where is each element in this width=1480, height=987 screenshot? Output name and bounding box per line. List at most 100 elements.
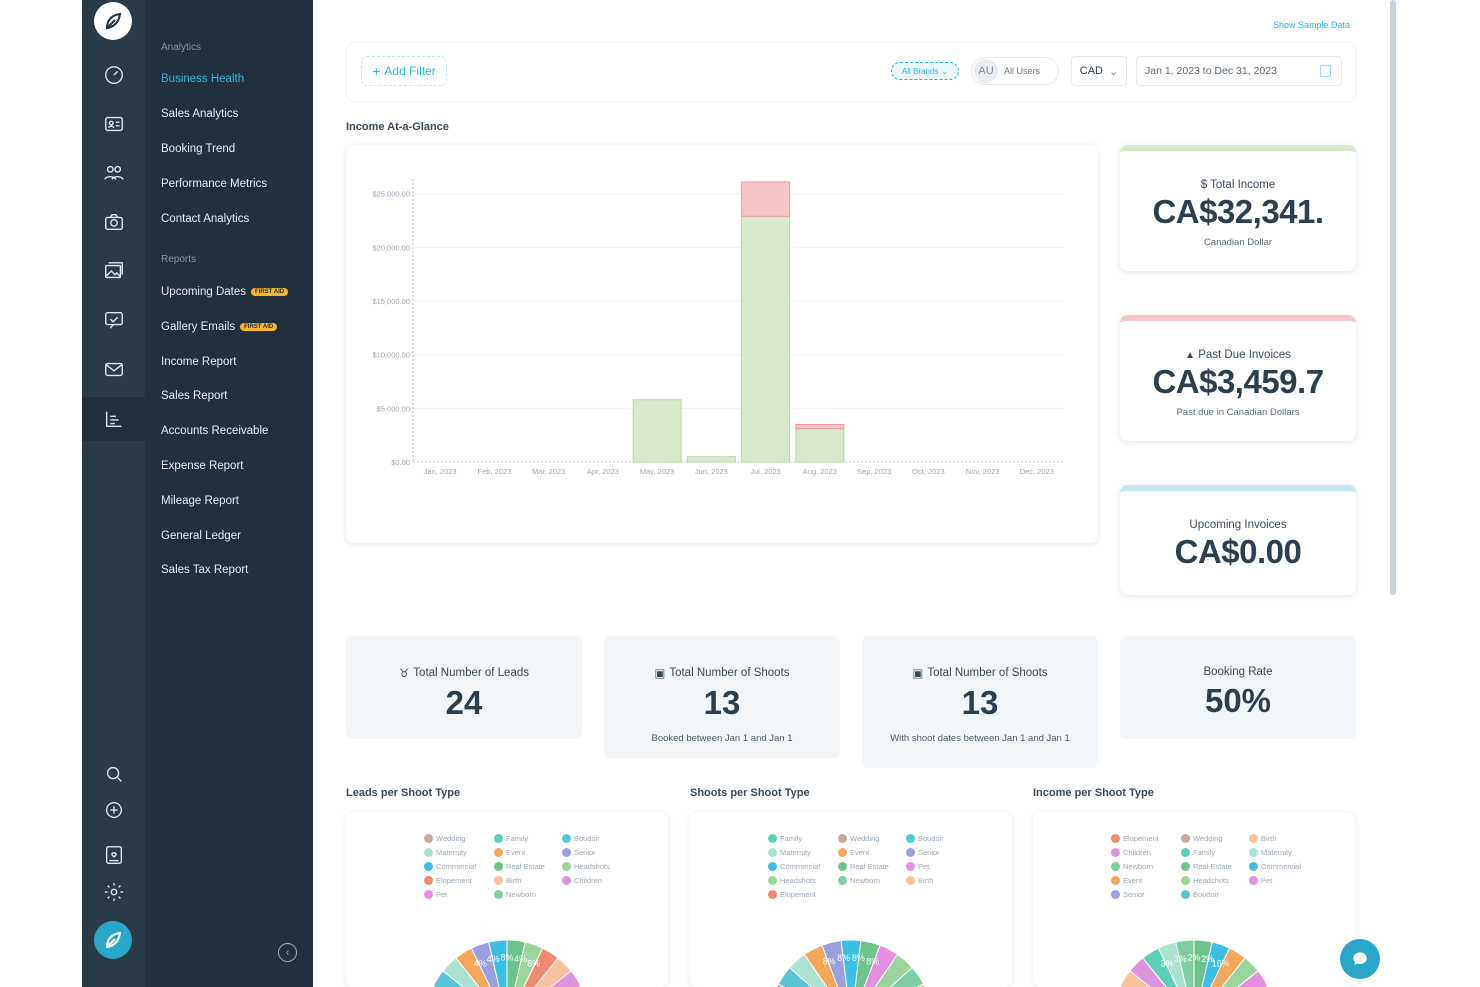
collapse-sidebar-icon[interactable]: ‹	[278, 943, 297, 962]
account-logo-icon[interactable]	[94, 921, 132, 959]
legend-item[interactable]: Birth	[906, 876, 976, 885]
legend-item[interactable]: Event	[838, 848, 906, 857]
people-icon[interactable]	[82, 151, 145, 195]
brands-dropdown[interactable]: All Brands ⌄	[891, 62, 959, 80]
legend-item[interactable]: Wedding	[838, 834, 906, 843]
date-range-picker[interactable]: Jan 1, 2023 to Dec 31, 2023	[1136, 56, 1342, 86]
sidebar-item-mileage-report[interactable]: Mileage Report	[161, 495, 239, 507]
users-dropdown[interactable]: AU All Users	[971, 57, 1059, 85]
legend-item[interactable]: Commercial	[424, 862, 494, 871]
sidebar-item-general-ledger[interactable]: General Ledger	[161, 530, 241, 542]
legend-item[interactable]: Headshots	[768, 876, 838, 885]
bar[interactable]	[632, 399, 682, 463]
sidebar-item-contact-analytics[interactable]: Contact Analytics	[161, 213, 249, 225]
bar[interactable]	[686, 456, 736, 463]
contact-card-icon[interactable]	[82, 102, 145, 146]
sidebar-item-upcoming-dates[interactable]: Upcoming Dates FIRST AID	[161, 286, 289, 298]
leads-pie-title: Leads per Shoot Type	[346, 787, 461, 799]
legend-item[interactable]: Real Estate	[494, 862, 562, 871]
sidebar-item-sales-tax-report[interactable]: Sales Tax Report	[161, 564, 248, 576]
legend-swatch	[562, 876, 571, 885]
legend-item[interactable]: Wedding	[424, 834, 494, 843]
legend-item[interactable]: Pet	[906, 862, 976, 871]
legend-swatch	[424, 876, 433, 885]
legend-item[interactable]: Elopement	[424, 876, 494, 885]
sidebar-item-accounts-receivable[interactable]: Accounts Receivable	[161, 425, 268, 437]
legend-label: Elopement	[436, 876, 472, 885]
legend-item[interactable]: Children	[562, 876, 632, 885]
gallery-icon[interactable]	[82, 249, 145, 293]
legend-swatch	[424, 834, 433, 843]
y-tick-label: $5,000.00	[377, 404, 410, 413]
pie-slice[interactable]	[851, 983, 931, 987]
chat-check-icon[interactable]	[82, 298, 145, 342]
legend-item[interactable]: Boudoir	[562, 834, 632, 843]
legend-item[interactable]: Maternity	[1249, 848, 1319, 857]
legend-item[interactable]: Birth	[1249, 834, 1319, 843]
legend-item[interactable]: Maternity	[424, 848, 494, 857]
legend-item[interactable]: Family	[768, 834, 838, 843]
add-filter-button[interactable]: + Add Filter	[361, 56, 447, 86]
chevron-down-icon: ⌄	[1109, 65, 1119, 78]
legend-item[interactable]: Senior	[1111, 890, 1181, 899]
sidebar-item-sales-analytics[interactable]: Sales Analytics	[161, 108, 238, 120]
legend-item[interactable]: Headshots	[562, 862, 632, 871]
legend-item[interactable]: Pet	[424, 890, 494, 899]
legend-item[interactable]: Newborn	[1111, 862, 1181, 871]
reports-icon[interactable]	[82, 397, 145, 441]
camera-icon[interactable]	[82, 200, 145, 244]
brand-logo-icon[interactable]	[94, 2, 132, 40]
legend-item[interactable]: Event	[494, 848, 562, 857]
mail-icon[interactable]	[82, 347, 145, 391]
legend-item[interactable]: Elopement	[1111, 834, 1181, 843]
legend-item[interactable]: Commercial	[768, 862, 838, 871]
sidebar-item-income-report[interactable]: Income Report	[161, 356, 236, 368]
legend-label: Commercial	[780, 862, 821, 871]
legend-item[interactable]: Wedding	[1181, 834, 1249, 843]
legend-item[interactable]: Event	[1111, 876, 1181, 885]
legend-item[interactable]: Elopement	[768, 890, 838, 899]
legend-item[interactable]: Maternity	[768, 848, 838, 857]
sidebar-item-business-health[interactable]: Business Health	[161, 73, 244, 85]
bar[interactable]	[741, 181, 791, 217]
pie-slice-label: 4%	[474, 959, 487, 969]
legend-item[interactable]: Birth	[494, 876, 562, 885]
legend-item[interactable]: Real Estate	[1181, 862, 1249, 871]
bar[interactable]	[795, 423, 845, 430]
sidebar-item-sales-report[interactable]: Sales Report	[161, 390, 227, 402]
legend-item[interactable]: Family	[494, 834, 562, 843]
legend-item[interactable]: Family	[1181, 848, 1249, 857]
legend-item[interactable]: Boudoir	[906, 834, 976, 843]
y-tick-label: $20,000.00	[372, 243, 410, 252]
legend-item[interactable]: Commercial	[1249, 862, 1319, 871]
legend-item[interactable]: Boudoir	[1181, 890, 1249, 899]
portal-icon[interactable]	[82, 833, 145, 877]
gear-icon[interactable]	[82, 870, 145, 914]
legend-item[interactable]: Pet	[1249, 876, 1319, 885]
upcoming-invoices-card: Upcoming Invoices CA$0.00	[1120, 485, 1356, 595]
leads-pie-card: Wedding Family Boudoir Maternity Event Senior…	[346, 812, 668, 987]
legend-item[interactable]: Senior	[562, 848, 632, 857]
pie-legend: Elopement Wedding Birth Children Family Mater…	[1111, 834, 1321, 899]
legend-item[interactable]: Real Estate	[838, 862, 906, 871]
filter-bar: + Add Filter All Brands ⌄ AU All Users CAD ⌄…	[346, 42, 1356, 102]
sidebar-item-gallery-emails[interactable]: Gallery Emails FIRST AID	[161, 321, 278, 333]
sidebar-item-performance-metrics[interactable]: Performance Metrics	[161, 178, 267, 190]
sidebar-item-expense-report[interactable]: Expense Report	[161, 460, 243, 472]
show-sample-data-link[interactable]: Show Sample Data	[1273, 20, 1351, 30]
currency-select[interactable]: CAD ⌄	[1071, 56, 1127, 86]
sidebar-item-booking-trend[interactable]: Booking Trend	[161, 143, 235, 155]
chat-support-icon[interactable]	[1340, 939, 1380, 979]
legend-item[interactable]: Children	[1111, 848, 1181, 857]
legend-item[interactable]: Newborn	[494, 890, 562, 899]
add-icon[interactable]	[82, 788, 145, 832]
legend-item[interactable]: Newborn	[838, 876, 906, 885]
bar[interactable]	[741, 215, 791, 463]
dashboard-icon[interactable]	[82, 53, 145, 97]
scrollbar[interactable]	[1390, 0, 1396, 595]
bar[interactable]	[795, 428, 845, 463]
legend-item[interactable]: Headshots	[1181, 876, 1249, 885]
plus-icon: +	[372, 63, 381, 79]
legend-item[interactable]: Senior	[906, 848, 976, 857]
search-icon[interactable]	[82, 752, 145, 796]
